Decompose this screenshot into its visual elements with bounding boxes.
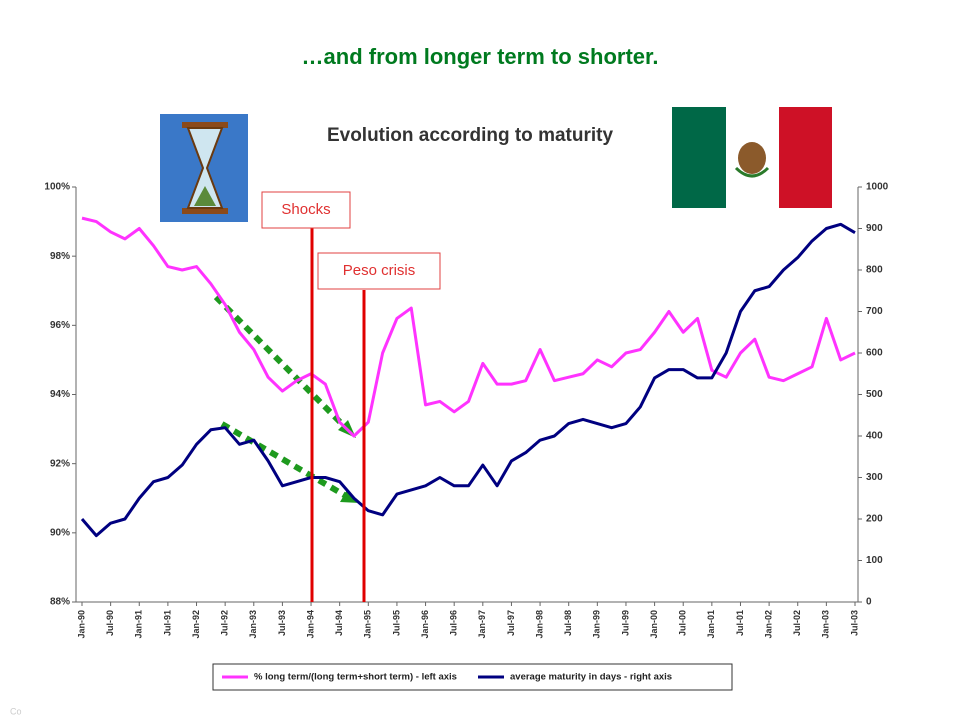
y2-tick-label: 0 xyxy=(866,597,872,608)
y-tick-label: 94% xyxy=(50,389,70,400)
x-tick-label: Jul-99 xyxy=(620,610,630,636)
flag-icon xyxy=(672,107,832,208)
y2-tick-label: 700 xyxy=(866,306,883,317)
x-tick-label: Jan-98 xyxy=(534,610,544,639)
x-tick-label: Jul-03 xyxy=(849,610,859,636)
y2-tick-label: 600 xyxy=(866,348,883,359)
x-tick-label: Jul-00 xyxy=(678,610,688,636)
y-tick-label: 98% xyxy=(50,251,70,262)
x-tick-label: Jul-90 xyxy=(105,610,115,636)
x-tick-label: Jan-90 xyxy=(76,610,86,639)
y2-tick-label: 300 xyxy=(866,472,883,483)
x-tick-label: Jul-91 xyxy=(162,610,172,636)
annotation-label: Peso crisis xyxy=(343,262,416,279)
x-tick-label: Jul-93 xyxy=(277,610,287,636)
x-tick-label: Jul-96 xyxy=(449,610,459,636)
annotation-label: Shocks xyxy=(281,201,330,218)
x-tick-label: Jul-94 xyxy=(334,610,344,636)
y2-tick-label: 900 xyxy=(866,223,883,234)
y2-tick-label: 500 xyxy=(866,389,883,400)
hourglass-icon xyxy=(160,114,248,222)
x-tick-label: Jul-02 xyxy=(792,610,802,636)
x-tick-label: Jan-92 xyxy=(191,610,201,639)
x-tick-label: Jul-98 xyxy=(563,610,573,636)
x-tick-label: Jan-01 xyxy=(706,610,716,639)
y2-tick-label: 200 xyxy=(866,514,883,525)
y-tick-label: 88% xyxy=(50,597,70,608)
y2-tick-label: 400 xyxy=(866,431,883,442)
y-tick-label: 96% xyxy=(50,320,70,331)
legend-label: average maturity in days - right axis xyxy=(510,672,672,683)
x-tick-label: Jul-95 xyxy=(391,610,401,636)
plot: 88% 90% 92% 94% 96% 98% 100% 0 100 200 300 400 500 60… xyxy=(44,182,889,691)
series-line xyxy=(80,222,856,538)
legend-label: % long term/(long term+short term) - lef… xyxy=(254,672,457,683)
y-tick-label: 90% xyxy=(50,527,70,538)
x-tick-label: Jan-91 xyxy=(134,610,144,639)
x-tick-label: Jan-93 xyxy=(248,610,258,639)
annotation-box xyxy=(261,191,351,229)
annotation-box xyxy=(317,252,441,290)
y-tick-label: 92% xyxy=(50,458,70,469)
x-tick-label: Jan-94 xyxy=(305,610,315,639)
x-tick-label: Jan-96 xyxy=(420,610,430,639)
slide-title: …and from longer term to shorter. xyxy=(302,44,659,69)
legend-box xyxy=(212,663,733,691)
y2-tick-label: 1000 xyxy=(866,182,889,193)
x-tick-label: Jul-01 xyxy=(735,610,745,636)
x-tick-label: Jan-95 xyxy=(363,610,373,639)
x-tick-label: Jan-03 xyxy=(821,610,831,639)
x-tick-label: Jul-97 xyxy=(506,610,516,636)
footer: Co xyxy=(10,706,22,716)
y2-tick-label: 100 xyxy=(866,555,883,566)
chart-title: Evolution according to maturity xyxy=(327,125,614,146)
x-tick-label: Jan-99 xyxy=(592,610,602,639)
x-tick-label: Jul-92 xyxy=(220,610,230,636)
y-tick-label: 100% xyxy=(44,182,70,193)
x-tick-label: Jan-02 xyxy=(763,610,773,639)
x-tick-label: Jan-97 xyxy=(477,610,487,639)
y2-tick-label: 800 xyxy=(866,265,883,276)
x-tick-label: Jan-00 xyxy=(649,610,659,639)
series-line xyxy=(81,216,856,438)
